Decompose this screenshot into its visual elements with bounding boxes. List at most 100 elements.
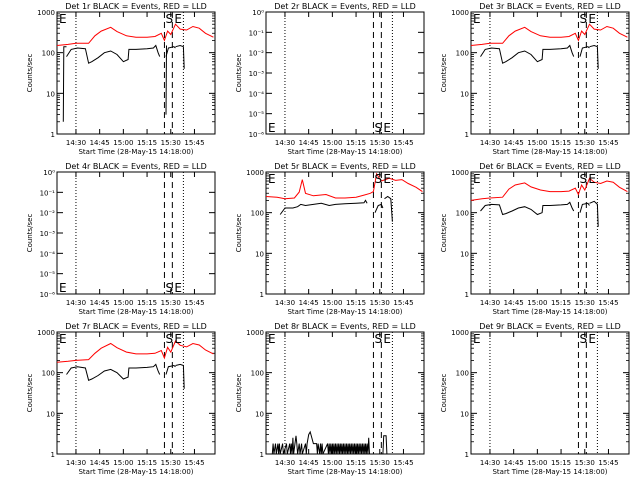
y-axis: 1 10 100 1000 xyxy=(451,9,629,139)
y-tick-label: 10⁻¹ xyxy=(249,29,265,37)
x-axis: 14:30 14:45 15:00 15:15 15:30 15:45 xyxy=(480,172,619,307)
series-line-black xyxy=(589,44,599,69)
series-line-black xyxy=(165,364,176,375)
y-tick-label: 1000 xyxy=(37,329,55,337)
x-tick-label: 15:15 xyxy=(137,459,157,467)
x-tick-label: 14:45 xyxy=(90,299,110,307)
x-axis: 14:30 14:45 15:00 15:15 15:30 15:45 xyxy=(480,332,619,467)
y-tick-label: 10 xyxy=(460,90,469,98)
x-tick-label: 15:00 xyxy=(113,299,133,307)
y-tick-label: 10⁰ xyxy=(43,169,55,177)
x-tick-label: 15:30 xyxy=(161,459,181,467)
x-tick-label: 15:45 xyxy=(184,139,204,147)
x-tick-label: 14:45 xyxy=(504,299,524,307)
series-line-black xyxy=(66,363,161,381)
marker-E-end: E xyxy=(588,12,596,26)
panel-title: Det 3r BLACK = Events, RED = LLD xyxy=(479,2,621,11)
x-tick-label: 15:45 xyxy=(598,139,618,147)
x-axis-label: Start Time (28-May-15 14:18:00) xyxy=(492,468,607,476)
panel-title: Det 7r BLACK = Events, RED = LLD xyxy=(65,322,207,331)
plot-frame xyxy=(265,11,425,135)
plot-frame xyxy=(265,331,425,455)
y-tick-label: 1000 xyxy=(37,9,55,17)
marker-E-start: E xyxy=(473,172,481,186)
x-tick-label: 15:45 xyxy=(393,459,413,467)
panel-9: Det 9r BLACK = Events, RED = LLD 1 10 100 10… xyxy=(440,322,630,476)
marker-E-start: E xyxy=(268,332,276,346)
y-axis-label: Counts/sec xyxy=(235,374,243,413)
y-tick-label: 10⁻⁴ xyxy=(40,250,56,258)
y-axis: 1 10 100 1000 xyxy=(451,329,629,459)
series-line-red xyxy=(470,177,628,201)
series-line-black xyxy=(480,201,575,216)
y-axis-label: Counts/sec xyxy=(440,54,448,93)
marker-S: S xyxy=(165,332,173,346)
panel-2: Det 2r BLACK = Events, RED = LLD10⁰10⁻¹1… xyxy=(235,2,425,156)
x-tick-label: 14:45 xyxy=(90,139,110,147)
x-tick-label: 15:00 xyxy=(113,459,133,467)
y-tick-label: 10 xyxy=(460,250,469,258)
x-tick-label: 14:45 xyxy=(504,459,524,467)
marker-S: S xyxy=(579,12,587,26)
series-line-black xyxy=(165,46,176,57)
marker-E-end: E xyxy=(383,121,391,135)
panel-7: Det 7r BLACK = Events, RED = LLD 1 10 100 10… xyxy=(26,322,216,476)
plot-frame xyxy=(470,171,630,295)
x-tick-label: 14:30 xyxy=(480,139,500,147)
y-tick-label: 10⁻⁶ xyxy=(249,131,265,139)
y-tick-label: 10⁻⁴ xyxy=(249,90,265,98)
series-line-black xyxy=(384,195,393,222)
x-tick-label: 15:45 xyxy=(184,459,204,467)
x-axis-label: Start Time (28-May-15 14:18:00) xyxy=(287,308,402,316)
x-tick-label: 14:45 xyxy=(299,459,319,467)
x-tick-label: 14:45 xyxy=(90,459,110,467)
x-axis: 14:30 14:45 15:00 15:15 15:30 15:45 xyxy=(66,172,205,307)
plot-frame xyxy=(470,11,630,135)
x-tick-label: 15:00 xyxy=(322,459,342,467)
marker-S: S xyxy=(579,172,587,186)
x-tick-label: 14:45 xyxy=(504,139,524,147)
y-tick-label: 1000 xyxy=(451,329,469,337)
x-axis: 14:30 14:45 15:00 15:15 15:30 15:45 xyxy=(66,12,205,147)
plot-frame xyxy=(56,331,216,455)
y-tick-label: 1 xyxy=(51,131,55,139)
x-tick-label: 14:30 xyxy=(66,139,86,147)
y-axis-label: Counts/sec xyxy=(440,374,448,413)
y-tick-label: 1 xyxy=(465,131,469,139)
x-tick-label: 14:30 xyxy=(66,299,86,307)
marker-E-end: E xyxy=(383,332,391,346)
y-tick-label: 1000 xyxy=(246,169,264,177)
panel-4: Det 4r BLACK = Events, RED = LLD10⁰10⁻¹1… xyxy=(26,162,216,316)
y-axis: 10⁰ 10⁻¹ 10⁻² 10⁻³ 10⁻⁴ 10⁻⁵ 10⁻⁶ xyxy=(40,169,215,299)
marker-E-start: E xyxy=(473,332,481,346)
x-tick-label: 15:45 xyxy=(184,299,204,307)
y-tick-label: 10 xyxy=(46,90,55,98)
x-tick-label: 15:30 xyxy=(370,139,390,147)
x-tick-label: 15:15 xyxy=(137,299,157,307)
y-tick-label: 10 xyxy=(46,410,55,418)
x-tick-label: 15:30 xyxy=(575,459,595,467)
marker-S: S xyxy=(374,121,382,135)
panel-5: Det 5r BLACK = Events, RED = LLD 1 10 100 10… xyxy=(235,162,425,316)
marker-E-start: E xyxy=(59,332,67,346)
y-tick-label: 100 xyxy=(42,370,55,378)
x-tick-label: 15:00 xyxy=(322,299,342,307)
y-tick-label: 10 xyxy=(255,410,264,418)
y-tick-label: 1 xyxy=(465,291,469,299)
x-tick-label: 15:30 xyxy=(161,139,181,147)
x-tick-label: 15:15 xyxy=(137,139,157,147)
panel-title: Det 9r BLACK = Events, RED = LLD xyxy=(479,322,621,331)
x-tick-label: 14:30 xyxy=(275,299,295,307)
x-tick-label: 15:00 xyxy=(527,139,547,147)
series-line-black xyxy=(589,200,599,227)
x-tick-label: 15:15 xyxy=(346,139,366,147)
x-tick-label: 14:45 xyxy=(299,139,319,147)
panel-title: Det 6r BLACK = Events, RED = LLD xyxy=(479,162,621,171)
y-tick-label: 10⁻³ xyxy=(40,230,56,238)
x-tick-label: 15:15 xyxy=(346,459,366,467)
y-axis: 1 10 100 1000 xyxy=(246,329,424,459)
series-line-red xyxy=(265,172,423,200)
y-axis-label: Counts/sec xyxy=(26,214,34,253)
y-tick-label: 100 xyxy=(456,370,469,378)
